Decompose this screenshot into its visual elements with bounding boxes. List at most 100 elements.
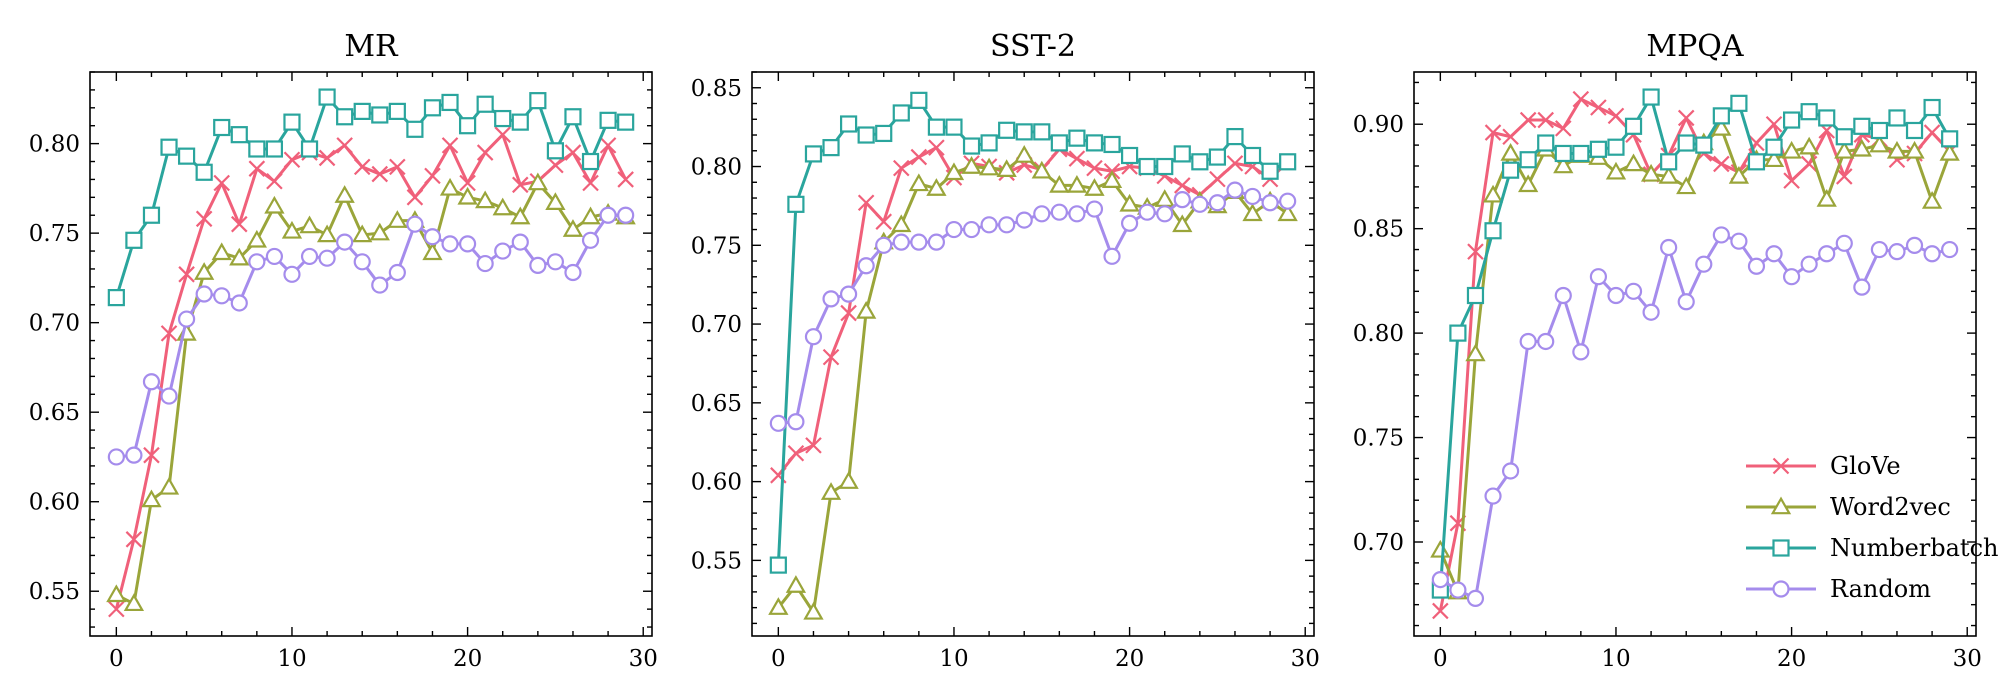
data-point bbox=[195, 210, 213, 228]
data-point bbox=[1834, 140, 1855, 159]
data-point bbox=[1572, 343, 1590, 361]
data-point bbox=[1138, 157, 1156, 176]
axes-frame bbox=[751, 71, 1315, 637]
data-point bbox=[1084, 178, 1105, 196]
data-point bbox=[839, 285, 858, 303]
data-point bbox=[839, 115, 858, 133]
data-point bbox=[803, 601, 824, 620]
data-point bbox=[213, 118, 231, 137]
x-tick-label: 30 bbox=[629, 646, 658, 672]
data-point bbox=[1208, 148, 1227, 166]
data-point bbox=[927, 233, 946, 251]
data-point bbox=[1243, 187, 1262, 206]
data-point bbox=[283, 113, 301, 131]
data-point bbox=[195, 163, 213, 181]
data-point bbox=[511, 233, 529, 251]
y-tick-label: 0.80 bbox=[691, 155, 742, 181]
data-point bbox=[1277, 203, 1298, 222]
data-point bbox=[494, 242, 512, 260]
data-point bbox=[1484, 124, 1502, 141]
data-point bbox=[1800, 255, 1818, 273]
data-point bbox=[422, 242, 443, 261]
y-tick-label: 0.75 bbox=[691, 233, 742, 259]
data-point bbox=[1941, 130, 1959, 148]
data-point bbox=[910, 233, 928, 251]
data-point bbox=[336, 108, 354, 126]
data-point bbox=[892, 233, 910, 251]
data-point bbox=[458, 235, 477, 253]
data-point bbox=[458, 117, 477, 135]
x-tick-label: 0 bbox=[1433, 646, 1448, 672]
series-line bbox=[777, 153, 1289, 614]
data-point bbox=[248, 253, 266, 271]
data-point bbox=[926, 178, 947, 196]
x-tick-label: 30 bbox=[1953, 646, 1982, 672]
data-point bbox=[158, 476, 180, 495]
data-point bbox=[529, 92, 547, 110]
data-point bbox=[1501, 462, 1520, 480]
data-point bbox=[1466, 589, 1485, 608]
y-tick-label: 0.55 bbox=[691, 548, 742, 574]
data-point bbox=[1765, 245, 1783, 263]
legend-marker bbox=[1770, 496, 1792, 515]
series-line bbox=[776, 98, 1289, 566]
axes-frame bbox=[89, 71, 653, 637]
data-point bbox=[1033, 123, 1051, 141]
data-point bbox=[1554, 286, 1572, 305]
y-tick-label: 0.75 bbox=[1353, 426, 1404, 452]
data-point bbox=[838, 471, 859, 489]
data-point bbox=[1068, 150, 1086, 167]
data-point bbox=[1816, 188, 1837, 207]
series-random bbox=[769, 181, 1297, 432]
x-tick-label: 10 bbox=[939, 646, 968, 672]
data-point bbox=[107, 448, 125, 466]
data-point bbox=[1103, 247, 1121, 265]
y-tick-label: 0.85 bbox=[691, 76, 742, 102]
data-point bbox=[1015, 123, 1033, 141]
data-point bbox=[599, 206, 617, 224]
series-line bbox=[115, 181, 626, 606]
data-point bbox=[211, 242, 232, 261]
y-tick-label: 0.65 bbox=[29, 400, 80, 426]
data-point bbox=[248, 160, 266, 177]
panel-title: MR bbox=[344, 29, 399, 64]
data-point bbox=[1589, 140, 1608, 158]
data-point bbox=[1156, 205, 1174, 223]
data-point bbox=[1103, 135, 1121, 154]
data-point bbox=[1642, 303, 1660, 321]
y-tick-label: 0.70 bbox=[1353, 530, 1404, 556]
data-point bbox=[805, 437, 822, 454]
data-point bbox=[768, 597, 789, 615]
data-point bbox=[1484, 222, 1502, 240]
data-point bbox=[1695, 136, 1713, 154]
data-point bbox=[1154, 189, 1175, 207]
data-point bbox=[336, 137, 353, 154]
data-point bbox=[617, 206, 635, 224]
data-point bbox=[1607, 107, 1625, 125]
data-point bbox=[511, 113, 529, 131]
data-point bbox=[1765, 138, 1783, 156]
data-point bbox=[1869, 134, 1890, 153]
data-point bbox=[1500, 142, 1521, 161]
data-point bbox=[1553, 155, 1574, 174]
data-point bbox=[1049, 174, 1070, 193]
data-point bbox=[1484, 487, 1502, 505]
legend-label-glove: GloVe bbox=[1830, 452, 1901, 480]
data-point bbox=[1173, 191, 1191, 209]
data-point bbox=[581, 231, 600, 249]
data-point bbox=[1605, 161, 1627, 180]
data-point bbox=[1467, 243, 1484, 260]
data-point bbox=[476, 254, 494, 273]
data-point bbox=[1853, 278, 1871, 296]
data-point bbox=[564, 108, 582, 126]
data-point bbox=[928, 139, 945, 156]
data-point bbox=[547, 156, 564, 174]
data-point bbox=[1279, 153, 1297, 171]
data-point bbox=[423, 99, 442, 117]
data-point bbox=[580, 206, 601, 225]
data-point bbox=[980, 134, 998, 152]
data-point bbox=[875, 236, 893, 254]
data-point bbox=[1555, 120, 1572, 137]
data-point bbox=[1835, 128, 1853, 146]
data-point bbox=[352, 224, 373, 243]
